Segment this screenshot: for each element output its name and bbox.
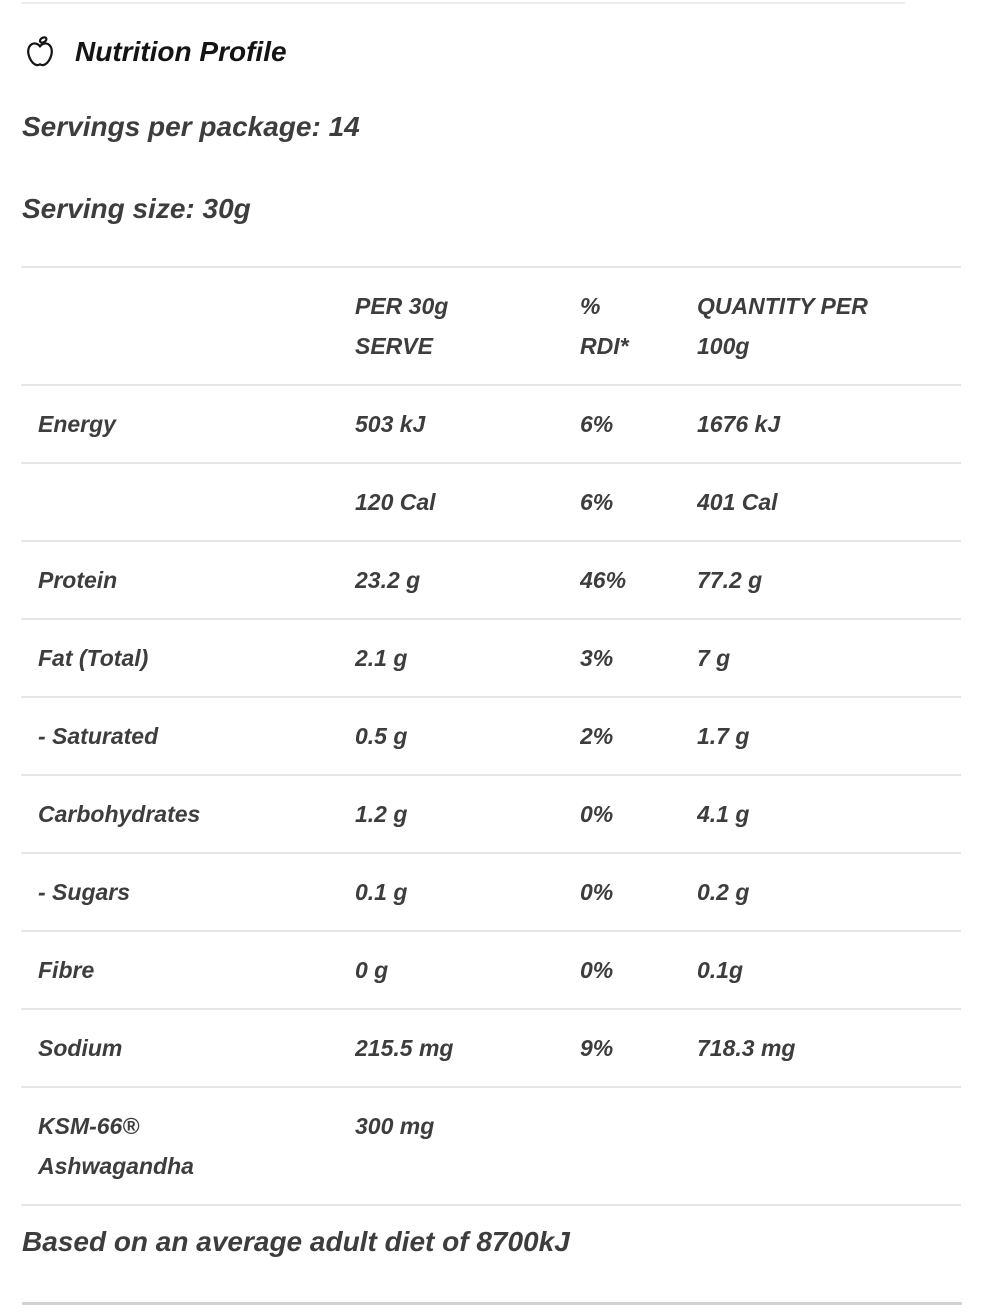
per-serve-value: 503 kJ (355, 385, 580, 464)
nutrient-label: Carbohydrates (21, 775, 355, 854)
per-serve-value: 215.5 mg (355, 1009, 580, 1088)
per-100g-value: 1.7 g (697, 697, 961, 776)
rdi-value: 46% (580, 541, 697, 620)
per-100g-value: 0.2 g (697, 853, 961, 932)
per-100g-value: 77.2 g (697, 541, 961, 620)
per-serve-value: 0 g (355, 931, 580, 1010)
per-serve-value: 1.2 g (355, 775, 580, 854)
rdi-value: 3% (580, 619, 697, 698)
rdi-value: 0% (580, 931, 697, 1010)
table-row: Fibre 0 g 0% 0.1g (21, 931, 961, 1010)
table-row: Carbohydrates 1.2 g 0% 4.1 g (21, 775, 961, 854)
per-serve-value: 2.1 g (355, 619, 580, 698)
top-divider (21, 2, 905, 4)
apple-icon (24, 33, 56, 71)
table-header-row: PER 30g SERVE % RDI* QUANTITY PER 100g (21, 267, 961, 386)
rdi-value: 6% (580, 463, 697, 542)
table-row: KSM-66® Ashwagandha 300 mg (21, 1087, 961, 1206)
per-serve-value: 0.5 g (355, 697, 580, 776)
rdi-value: 0% (580, 775, 697, 854)
rdi-value: 6% (580, 385, 697, 464)
nutrient-label (21, 463, 355, 542)
table-row: - Saturated 0.5 g 2% 1.7 g (21, 697, 961, 776)
bottom-divider (22, 1302, 962, 1305)
nutrient-label: Energy (21, 385, 355, 464)
nutrient-label: KSM-66® Ashwagandha (21, 1087, 355, 1206)
per-100g-value: 7 g (697, 619, 961, 698)
table-row: - Sugars 0.1 g 0% 0.2 g (21, 853, 961, 932)
section-title: Nutrition Profile (75, 36, 287, 67)
nutrient-label: - Sugars (21, 853, 355, 932)
nutrient-label: Fat (Total) (21, 619, 355, 698)
table-row: Protein 23.2 g 46% 77.2 g (21, 541, 961, 620)
rdi-value: 9% (580, 1009, 697, 1088)
table-row: Energy 503 kJ 6% 1676 kJ (21, 385, 961, 464)
rdi-value: 2% (580, 697, 697, 776)
rdi-value: 0% (580, 853, 697, 932)
per-100g-value: 718.3 mg (697, 1009, 961, 1088)
nutrient-label: Sodium (21, 1009, 355, 1088)
section-header: Nutrition Profile (24, 32, 287, 72)
servings-per-package: Servings per package: 14 (22, 111, 360, 142)
rdi-value (580, 1087, 697, 1206)
serving-size: Serving size: 30g (22, 193, 251, 224)
nutrition-table: PER 30g SERVE % RDI* QUANTITY PER 100g E… (21, 266, 961, 1206)
per-serve-value: 300 mg (355, 1087, 580, 1206)
col-header-blank (21, 267, 355, 386)
per-100g-value: 0.1g (697, 931, 961, 1010)
nutrient-label: - Saturated (21, 697, 355, 776)
per-serve-value: 0.1 g (355, 853, 580, 932)
per-100g-value (697, 1087, 961, 1206)
col-header-per-100g: QUANTITY PER 100g (697, 267, 961, 386)
rdi-footnote: Based on an average adult diet of 8700kJ (22, 1226, 570, 1257)
per-100g-value: 401 Cal (697, 463, 961, 542)
table-row: Fat (Total) 2.1 g 3% 7 g (21, 619, 961, 698)
table-row: Sodium 215.5 mg 9% 718.3 mg (21, 1009, 961, 1088)
nutrient-label: Fibre (21, 931, 355, 1010)
col-header-per-serve: PER 30g SERVE (355, 267, 580, 386)
per-serve-value: 23.2 g (355, 541, 580, 620)
col-header-rdi: % RDI* (580, 267, 697, 386)
per-serve-value: 120 Cal (355, 463, 580, 542)
nutrient-label: Protein (21, 541, 355, 620)
table-row: 120 Cal 6% 401 Cal (21, 463, 961, 542)
per-100g-value: 1676 kJ (697, 385, 961, 464)
per-100g-value: 4.1 g (697, 775, 961, 854)
